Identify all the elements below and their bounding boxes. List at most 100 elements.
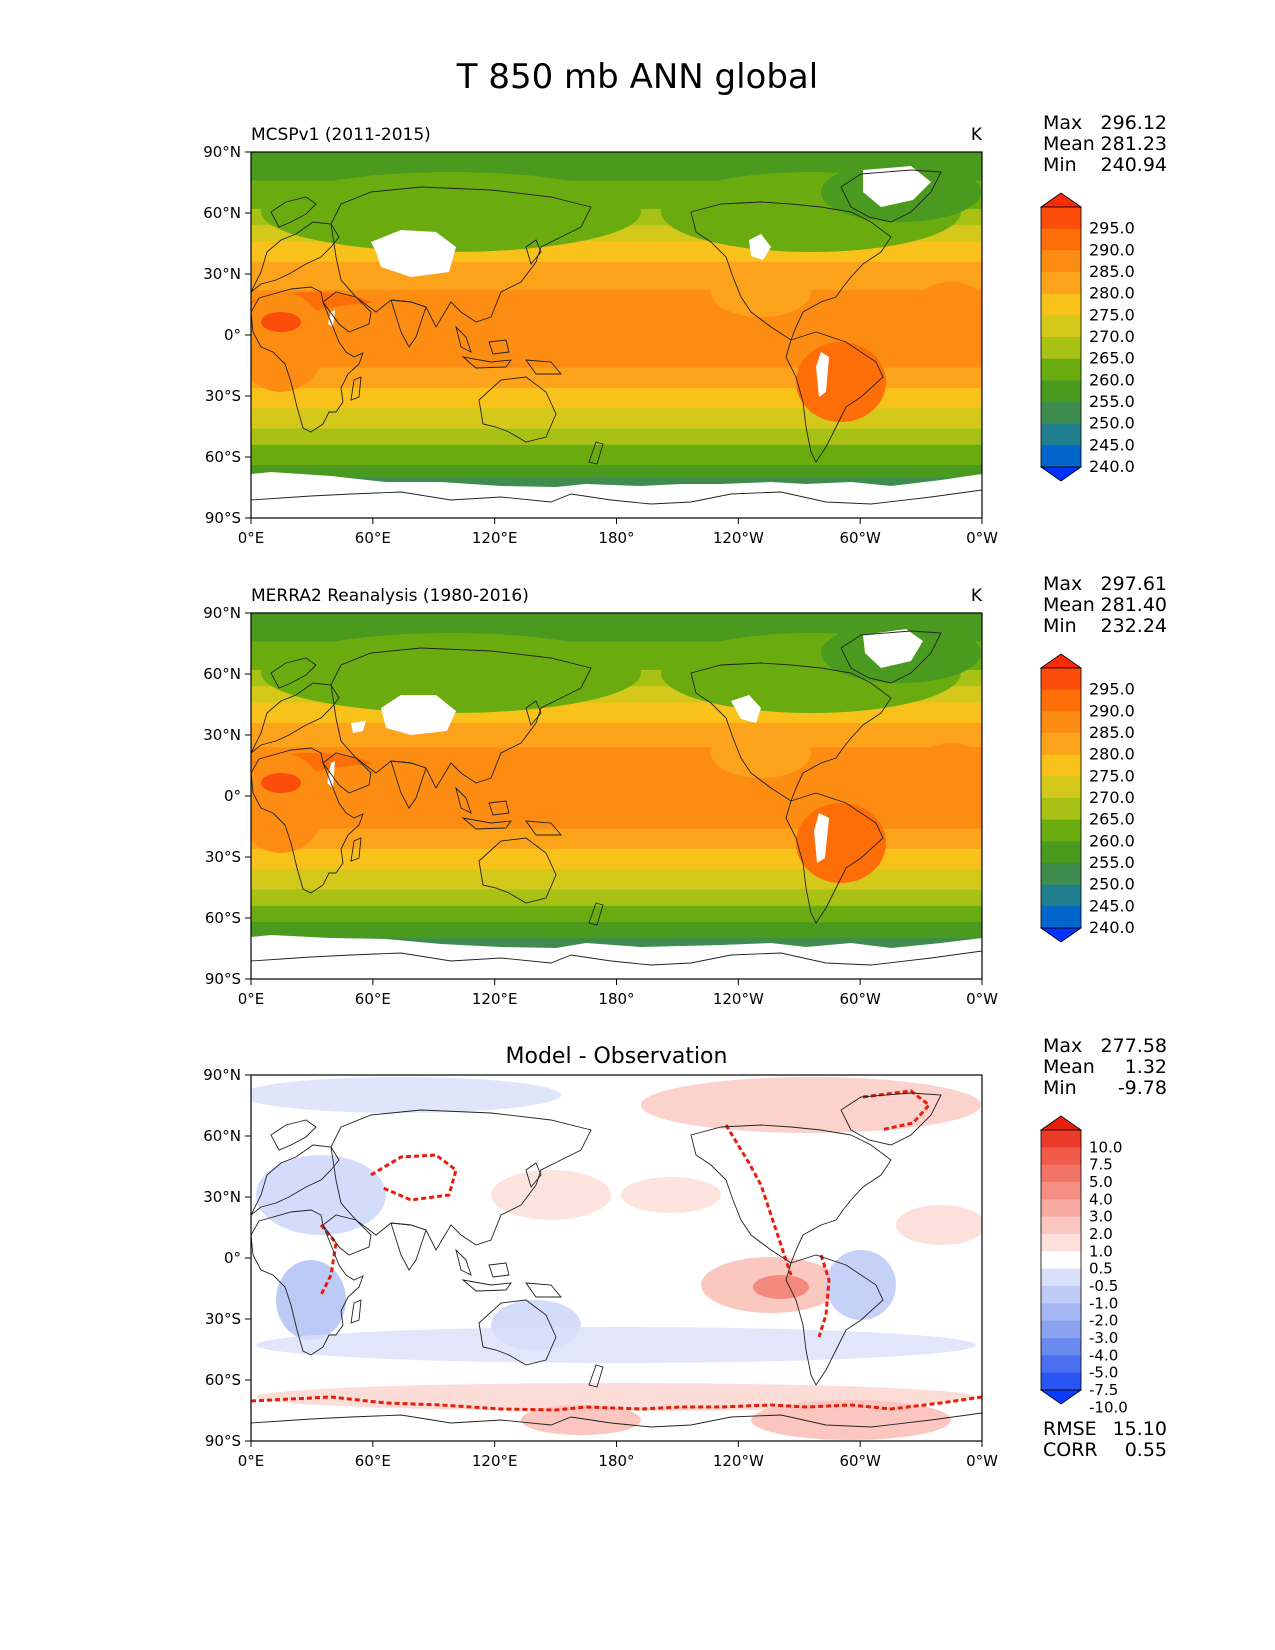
colorbar-label: 255.0 xyxy=(1089,853,1135,872)
zonal-band xyxy=(251,428,982,434)
zonal-band xyxy=(251,404,982,409)
zonal-band xyxy=(251,909,982,915)
x-tick-label: 120°W xyxy=(713,1452,764,1470)
zonal-band xyxy=(251,710,982,716)
y-tick-label: 60°S xyxy=(205,448,241,466)
zonal-band xyxy=(251,767,982,773)
colorbar-segment xyxy=(1041,906,1081,929)
field-patch xyxy=(261,773,301,793)
y-tick-label: 90°N xyxy=(203,604,241,622)
metric-label: RMSE xyxy=(1043,1418,1097,1440)
y-tick-label: 30°N xyxy=(203,1188,241,1206)
zonal-band xyxy=(251,828,982,834)
colorbar-label: 270.0 xyxy=(1089,788,1135,807)
zonal-band xyxy=(251,241,982,247)
zonal-band xyxy=(251,763,982,769)
colorbar-segment xyxy=(1041,1182,1081,1200)
y-tick-label: 30°S xyxy=(205,1310,241,1328)
colorbar-segment xyxy=(1041,668,1081,691)
zonal-band xyxy=(251,274,982,279)
zonal-band xyxy=(251,755,982,760)
zonal-band xyxy=(251,286,982,291)
zonal-band xyxy=(251,751,982,756)
x-tick-label: 60°W xyxy=(839,990,881,1008)
colorbar-label: 285.0 xyxy=(1089,262,1135,281)
panel-obs: MERRA2 Reanalysis (1980-2016) K 90°N 60°N… xyxy=(203,573,1167,1008)
elevation-artifacts xyxy=(251,1089,982,1412)
zonal-band xyxy=(251,245,982,251)
zonal-band xyxy=(251,172,982,177)
field-patch xyxy=(711,267,811,317)
colorbar-segment xyxy=(1041,776,1081,799)
zonal-band xyxy=(251,625,982,630)
colorbar-label: -4.0 xyxy=(1089,1346,1118,1364)
metrics-block: RMSE 15.10 CORR 0.55 xyxy=(1043,1418,1167,1461)
y-tick-label: 90°N xyxy=(203,143,241,161)
x-tick-label: 180° xyxy=(598,990,634,1008)
map-field xyxy=(251,613,982,979)
panel-diff: Model - Observation xyxy=(203,1035,1167,1470)
zonal-band xyxy=(251,269,982,275)
field-patch xyxy=(911,282,982,342)
x-tick-label: 0°E xyxy=(238,1452,265,1470)
temperature-bands xyxy=(251,152,982,518)
colorbar-segment xyxy=(1041,1147,1081,1166)
zonal-band xyxy=(251,698,982,704)
zonal-band xyxy=(251,694,982,699)
x-axis: 0°E 60°E 120°E 180° 120°W 60°W 0°W xyxy=(238,1441,998,1470)
zonal-band xyxy=(251,637,982,643)
zonal-band xyxy=(251,885,982,891)
colorbar-label: 290.0 xyxy=(1089,701,1135,720)
zonal-band xyxy=(251,706,982,712)
zonal-band xyxy=(251,412,982,417)
zonal-band xyxy=(251,152,982,157)
stat-label: Mean xyxy=(1043,1056,1095,1078)
colorbar-label: 4.0 xyxy=(1089,1190,1113,1208)
y-tick-label: 30°S xyxy=(205,848,241,866)
zonal-band xyxy=(251,383,982,389)
x-tick-label: 120°W xyxy=(713,529,764,547)
colorbar-label: 260.0 xyxy=(1089,831,1135,850)
zonal-band xyxy=(251,617,982,622)
x-tick-label: 180° xyxy=(598,529,634,547)
colorbar-extend-bottom xyxy=(1039,466,1083,482)
zonal-band xyxy=(251,351,982,356)
land-mask xyxy=(251,166,982,518)
y-tick-label: 0° xyxy=(224,1249,241,1267)
zonal-band xyxy=(251,444,982,450)
x-tick-label: 120°E xyxy=(472,990,518,1008)
field-patch xyxy=(421,310,681,354)
y-tick-label: 60°N xyxy=(203,204,241,222)
field-patch xyxy=(261,633,641,713)
panel-units: K xyxy=(971,586,983,606)
zonal-band xyxy=(251,739,982,744)
x-tick-label: 120°W xyxy=(713,990,764,1008)
colorbar-label: 295.0 xyxy=(1089,680,1135,699)
metric-label: CORR xyxy=(1043,1439,1098,1461)
colorbar-segment xyxy=(1041,1286,1081,1304)
panel-title: MCSPv1 (2011-2015) xyxy=(251,125,431,145)
zonal-band xyxy=(251,184,982,190)
x-tick-label: 0°E xyxy=(238,990,265,1008)
colorbar-label: 7.5 xyxy=(1089,1156,1113,1174)
colorbar-label: -7.5 xyxy=(1089,1381,1118,1399)
zonal-band xyxy=(251,881,982,887)
colorbar-label: 295.0 xyxy=(1089,219,1135,238)
stat-label: Mean xyxy=(1043,594,1095,616)
colorbar-label: 245.0 xyxy=(1089,435,1135,454)
stat-label: Min xyxy=(1043,154,1077,176)
zonal-band xyxy=(251,448,982,454)
zonal-band xyxy=(251,726,982,732)
y-tick-label: 60°S xyxy=(205,1371,241,1389)
stat-value: 232.24 xyxy=(1101,615,1167,637)
colorbar-label: 275.0 xyxy=(1089,305,1135,324)
zonal-band xyxy=(251,897,982,903)
zonal-band xyxy=(251,294,982,299)
difference-patches xyxy=(251,1077,982,1440)
colorbar-label: 0.5 xyxy=(1089,1260,1113,1278)
zonal-band xyxy=(251,387,982,393)
colorbar-label: 2.0 xyxy=(1089,1225,1113,1243)
colorbar-segment xyxy=(1041,1268,1081,1287)
zonal-band xyxy=(251,164,982,169)
zonal-band xyxy=(251,391,982,397)
